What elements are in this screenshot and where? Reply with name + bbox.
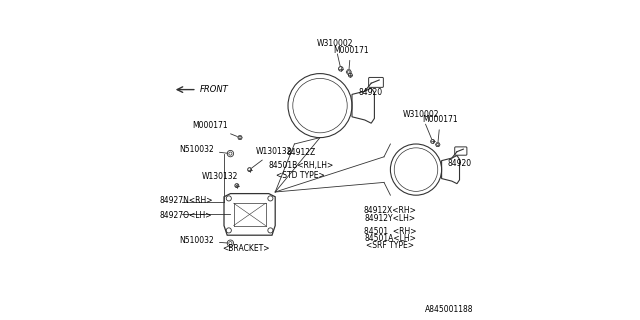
Text: W130132: W130132 bbox=[202, 172, 238, 186]
Circle shape bbox=[348, 73, 352, 77]
Text: M000171: M000171 bbox=[192, 121, 237, 137]
Text: A845001188: A845001188 bbox=[425, 305, 474, 314]
Polygon shape bbox=[238, 136, 243, 140]
Text: 84912Z: 84912Z bbox=[286, 148, 316, 157]
Text: 84920: 84920 bbox=[358, 88, 383, 97]
Text: N510032: N510032 bbox=[179, 236, 228, 245]
Polygon shape bbox=[346, 70, 351, 74]
Text: 84920: 84920 bbox=[448, 159, 472, 168]
Circle shape bbox=[431, 140, 435, 143]
Text: W130132: W130132 bbox=[252, 147, 292, 168]
Circle shape bbox=[227, 240, 234, 246]
Text: 84927N<RH>: 84927N<RH> bbox=[160, 196, 214, 204]
Text: 84912Y<LH>: 84912Y<LH> bbox=[365, 214, 416, 223]
Text: FRONT: FRONT bbox=[200, 85, 228, 94]
Text: 84927O<LH>: 84927O<LH> bbox=[160, 212, 212, 220]
Text: <STD TYPE>: <STD TYPE> bbox=[276, 171, 325, 180]
Text: M000171: M000171 bbox=[422, 115, 458, 142]
Circle shape bbox=[248, 168, 252, 172]
Text: M000171: M000171 bbox=[333, 46, 369, 69]
Circle shape bbox=[235, 184, 239, 188]
Text: <BRACKET>: <BRACKET> bbox=[223, 244, 270, 253]
Text: W310002: W310002 bbox=[317, 39, 353, 66]
Text: N510032: N510032 bbox=[179, 145, 228, 154]
Circle shape bbox=[339, 67, 343, 71]
Polygon shape bbox=[436, 143, 440, 147]
Text: 84501A<LH>: 84501A<LH> bbox=[364, 234, 417, 243]
Text: W310002: W310002 bbox=[403, 110, 440, 139]
Text: 84912X<RH>: 84912X<RH> bbox=[364, 206, 417, 215]
Text: 84501B<RH,LH>: 84501B<RH,LH> bbox=[268, 161, 333, 170]
Text: 84501  <RH>: 84501 <RH> bbox=[364, 227, 417, 236]
Circle shape bbox=[227, 150, 234, 157]
Text: <SRF TYPE>: <SRF TYPE> bbox=[367, 241, 415, 250]
